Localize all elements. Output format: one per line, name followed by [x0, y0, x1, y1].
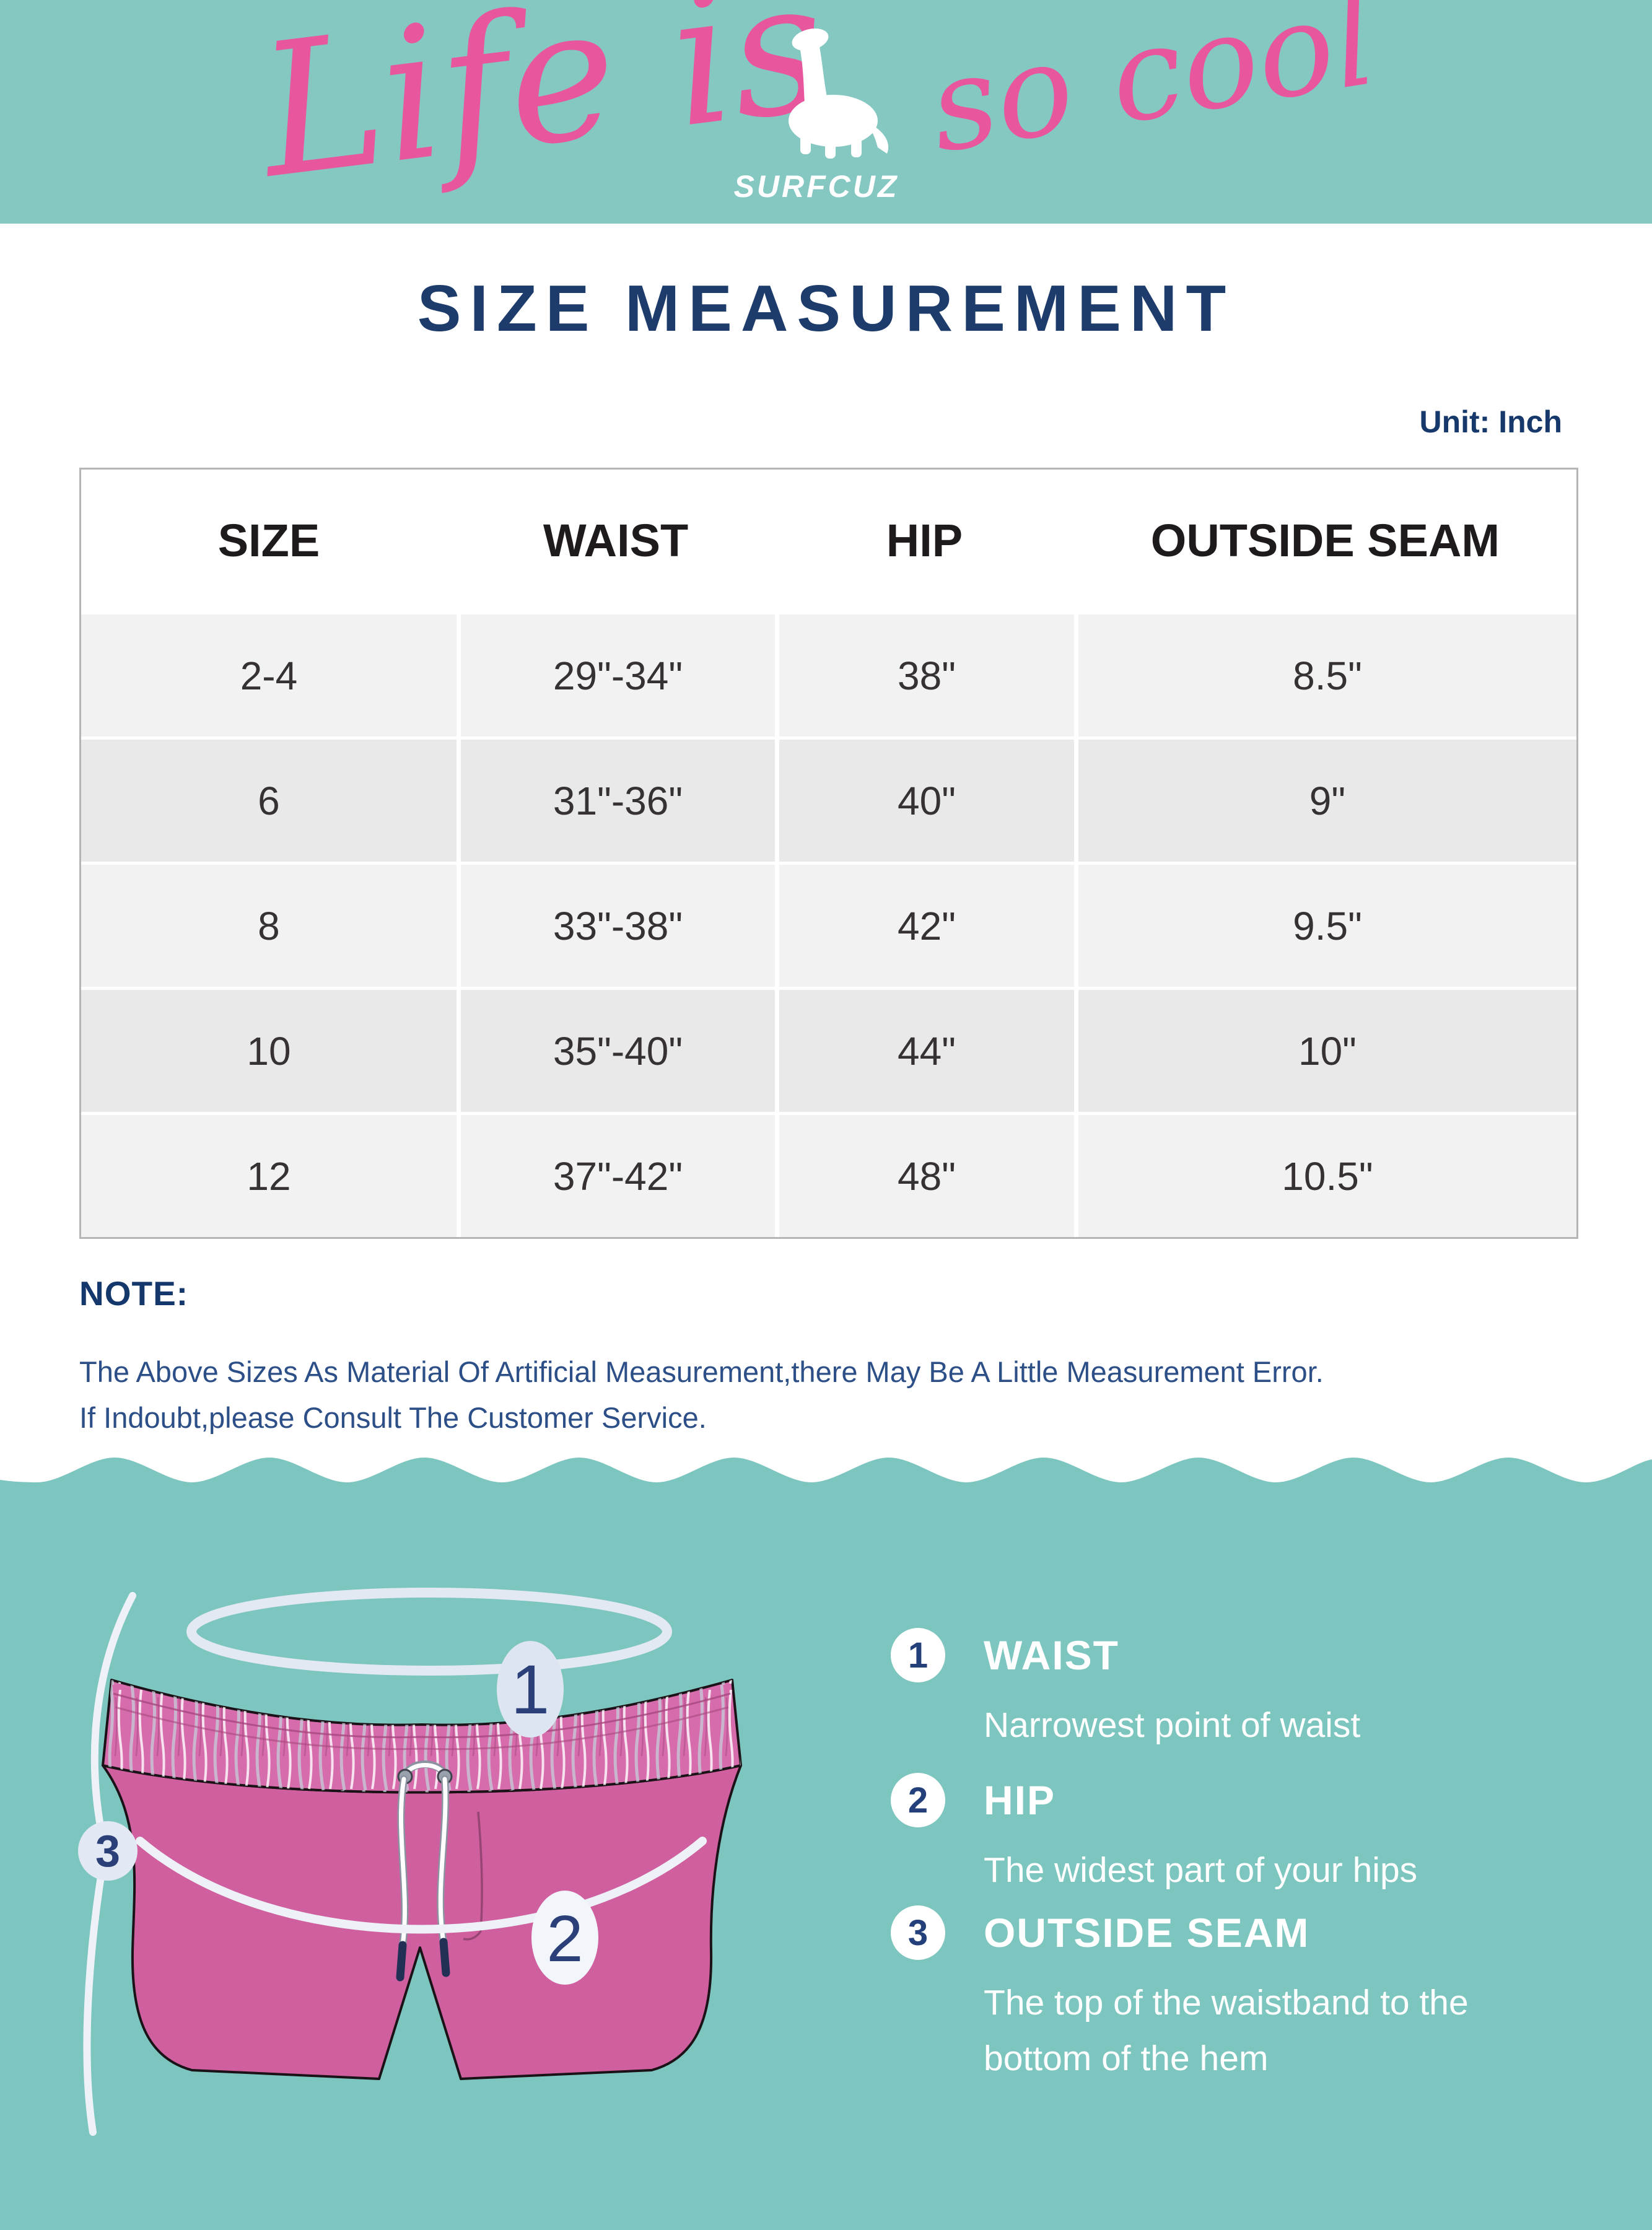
unit-label: Unit: Inch — [1419, 404, 1562, 439]
legend-desc-hip: The widest part of your hips — [984, 1850, 1418, 1890]
table-row: 12 37"-42" 48" 10.5" — [81, 1112, 1576, 1237]
waist-line — [186, 1588, 672, 1676]
cell-size: 6 — [81, 737, 457, 862]
legend-badge-2: 2 — [891, 1773, 945, 1827]
legend-row-waist: 1 WAIST Narrowest point of waist — [891, 1628, 1360, 1753]
col-header-hip: HIP — [775, 470, 1074, 611]
cell-size: 2-4 — [81, 611, 457, 737]
diagram-badge-3-number: 3 — [95, 1827, 120, 1876]
dinosaur-icon — [789, 28, 889, 159]
diagram-badge-1-number: 1 — [511, 1651, 549, 1728]
brand-logo-text: SURFCUZ — [733, 169, 899, 204]
cell-outside-seam: 8.5" — [1073, 611, 1576, 737]
legend-desc-waist: Narrowest point of waist — [984, 1705, 1361, 1745]
diagram-badge-hip: 2 — [531, 1891, 598, 1985]
cell-outside-seam: 10" — [1073, 987, 1576, 1112]
diagram-badge-waist: 1 — [497, 1641, 564, 1738]
table-row: 6 31"-36" 40" 9" — [81, 737, 1576, 862]
table-row: 10 35"-40" 44" 10" — [81, 987, 1576, 1112]
legend-title-hip: HIP — [984, 1777, 1056, 1823]
cell-hip: 44" — [775, 987, 1074, 1112]
col-header-outside-seam: OUTSIDE SEAM — [1073, 470, 1576, 611]
col-header-waist: WAIST — [456, 470, 776, 611]
cell-outside-seam: 9.5" — [1073, 862, 1576, 987]
legend-badge-3: 3 — [891, 1905, 945, 1960]
cell-waist: 35"-40" — [456, 987, 776, 1112]
cell-outside-seam: 9" — [1073, 737, 1576, 862]
cell-waist: 37"-42" — [456, 1112, 776, 1237]
shorts-illustration — [102, 1679, 742, 2080]
legend-row-hip: 2 HIP The widest part of your hips — [891, 1773, 1417, 1898]
cell-waist: 31"-36" — [456, 737, 776, 862]
cell-size: 8 — [81, 862, 457, 987]
size-table: SIZE WAIST HIP OUTSIDE SEAM 2-4 29"-34" … — [79, 468, 1578, 1239]
brand-header: Life is so cool SURFCUZ — [0, 0, 1652, 224]
note-text: The Above Sizes As Material Of Artificia… — [79, 1349, 1566, 1441]
table-header-row: SIZE WAIST HIP OUTSIDE SEAM — [81, 470, 1576, 611]
cell-waist: 29"-34" — [456, 611, 776, 737]
cell-size: 10 — [81, 987, 457, 1112]
legend-title-waist: WAIST — [984, 1632, 1119, 1678]
table-row: 8 33"-38" 42" 9.5" — [81, 862, 1576, 987]
legend-desc-outside-seam: The top of the waistband to the bottom o… — [984, 1983, 1469, 2078]
legend-badge-1: 1 — [891, 1628, 945, 1682]
measurement-diagram: 1 2 3 — [0, 1458, 1652, 2230]
legend-row-outside-seam: 3 OUTSIDE SEAM The top of the waistband … — [891, 1905, 1504, 2086]
hip-line — [136, 1837, 707, 1934]
cell-hip: 40" — [775, 737, 1074, 862]
col-header-size: SIZE — [81, 470, 457, 611]
script-slogan-part2: so cool — [920, 0, 1385, 181]
diagram-badge-outside-seam: 3 — [78, 1821, 138, 1881]
cell-hip: 38" — [775, 611, 1074, 737]
page-title: SIZE MEASUREMENT — [417, 272, 1235, 345]
note-line-1: The Above Sizes As Material Of Artificia… — [79, 1355, 1324, 1388]
legend-title-outside-seam: OUTSIDE SEAM — [984, 1910, 1310, 1956]
cell-outside-seam: 10.5" — [1073, 1112, 1576, 1237]
cell-size: 12 — [81, 1112, 457, 1237]
cell-hip: 48" — [775, 1112, 1074, 1237]
cell-hip: 42" — [775, 862, 1074, 987]
table-row: 2-4 29"-34" 38" 8.5" — [81, 611, 1576, 737]
wave-edge — [0, 1458, 1652, 2230]
note-line-2: If Indoubt,please Consult The Customer S… — [79, 1401, 707, 1434]
diagram-badge-2-number: 2 — [547, 1902, 583, 1975]
cell-waist: 33"-38" — [456, 862, 776, 987]
note-label: NOTE: — [79, 1274, 189, 1313]
